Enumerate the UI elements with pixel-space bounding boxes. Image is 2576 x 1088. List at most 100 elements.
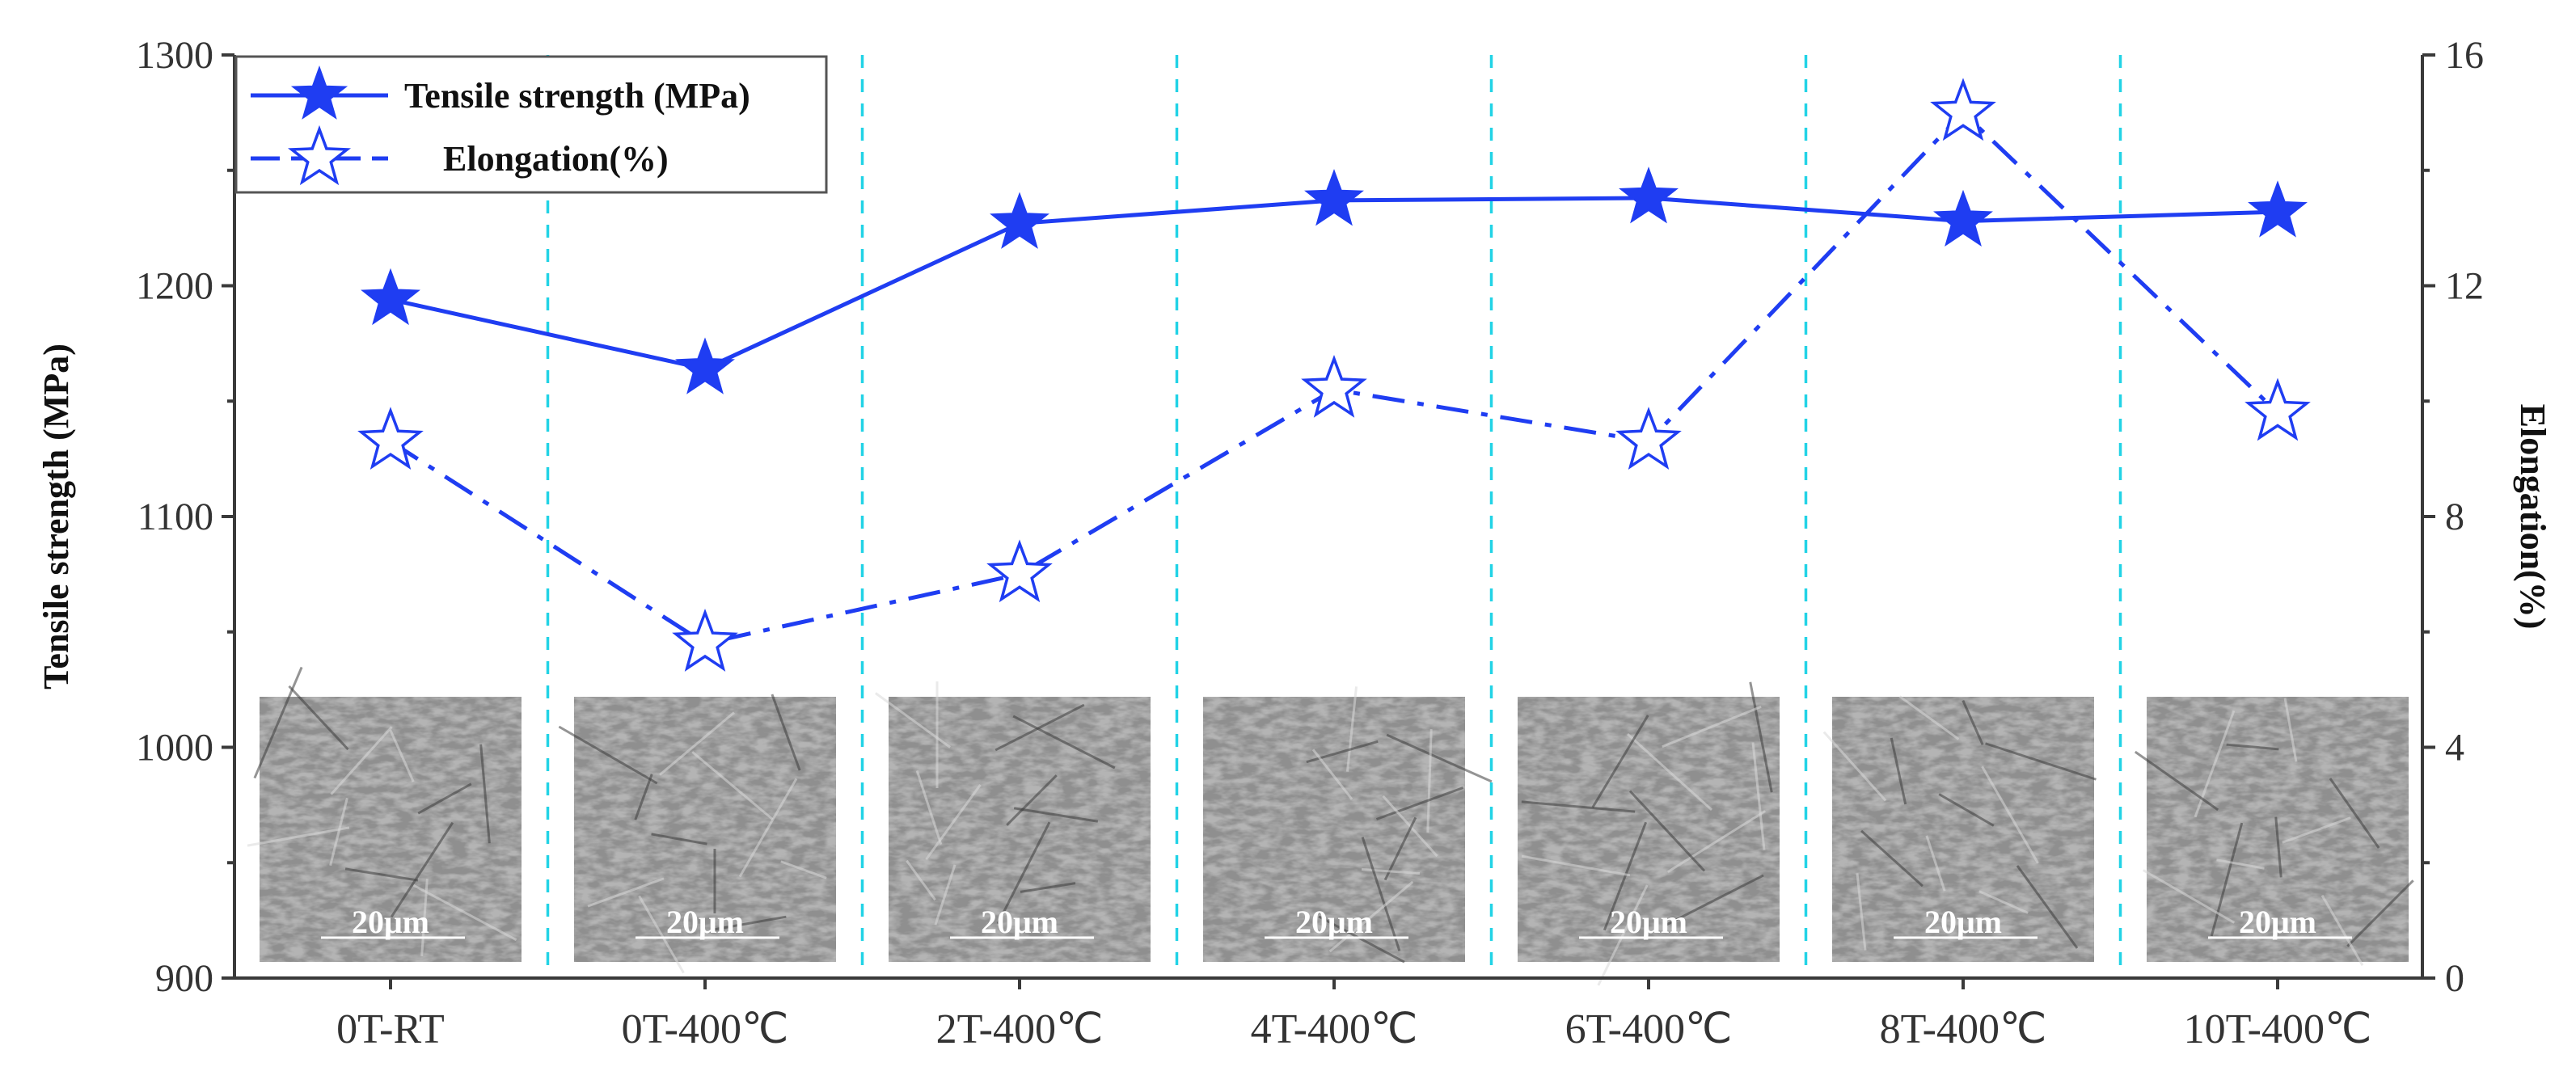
data-point-hollow-star [1301, 355, 1367, 418]
micrograph-lath [1857, 873, 1865, 950]
right-tick-label: 12 [2445, 265, 2484, 308]
micrograph-lath [1362, 837, 1400, 951]
micrograph-7: 20μm [2135, 697, 2413, 965]
micrograph-image [260, 697, 522, 962]
micrograph-lath [1522, 802, 1635, 812]
micrograph-lath [1927, 836, 1945, 891]
right-tick-label: 4 [2445, 727, 2464, 770]
legend-label: Tensile strength (MPa) [404, 76, 750, 116]
micrograph-2: 20μm [559, 694, 836, 973]
micrograph-lath [781, 862, 826, 879]
micrograph-lath [2283, 818, 2351, 843]
micrograph-lath [1861, 831, 1923, 886]
left-tick-label: 1000 [136, 727, 213, 770]
micrograph-lath [247, 828, 349, 846]
micrograph-lath [255, 667, 302, 778]
legend-filled-star-icon [290, 65, 348, 120]
micrograph-lath [1824, 732, 1886, 801]
micrograph-lath [1376, 788, 1463, 820]
legend-label: Elongation(%) [443, 139, 669, 179]
micrograph-image [574, 697, 836, 962]
micrograph-lath [935, 865, 955, 925]
micrograph-lath [1628, 734, 1712, 810]
micrograph-lath [1986, 744, 2097, 779]
data-point-hollow-star [986, 539, 1053, 603]
micrograph-lath [2143, 871, 2235, 923]
micrograph-lath [559, 727, 657, 783]
x-tick-label: 2T-400℃ [936, 1006, 1104, 1052]
micrograph-lath [1330, 882, 1413, 951]
micrograph-lath [1662, 706, 1761, 746]
left-tick-label: 1100 [137, 496, 213, 538]
data-point-filled-star [361, 268, 420, 326]
micrograph-lath [1979, 892, 2028, 913]
data-point-hollow-star [1615, 407, 1682, 470]
micrograph-1: 20μm [247, 667, 522, 962]
micrograph-lath [1598, 885, 1647, 985]
micrograph-lath [2211, 823, 2242, 936]
micrograph-lath [1347, 686, 1356, 771]
micrograph-lath [2227, 744, 2279, 749]
scale-label: 20μm [2239, 904, 2316, 940]
micrograph-lath [998, 822, 1049, 924]
x-tick-label: 6T-400℃ [1565, 1006, 1733, 1052]
data-point-hollow-star [672, 609, 738, 672]
micrograph-lath [2285, 698, 2296, 762]
scale-label: 20μm [352, 904, 429, 940]
micrograph-lath [2322, 896, 2363, 966]
scale-label: 20μm [666, 904, 744, 940]
micrograph-lath [345, 869, 418, 880]
micrograph-lath [1020, 883, 1075, 892]
right-tick-label: 8 [2445, 496, 2464, 538]
micrograph-lath [391, 730, 413, 782]
micrograph-lath [1665, 875, 1763, 926]
micrograph-lath [652, 834, 707, 844]
series-line [390, 196, 2278, 371]
micrograph-lath [1014, 808, 1098, 821]
micrograph-lath [1428, 729, 1431, 833]
x-axis-ticks: 0T-RT 0T-400℃ 2T-400℃ 4T-400℃ 6T-400℃ 8T-400℃… [336, 978, 2371, 1052]
micrograph-lath [1387, 735, 1492, 782]
micrograph-4: 20μm [1203, 686, 1492, 962]
micrograph-lath [1750, 682, 1772, 792]
micrograph-lath [2276, 817, 2282, 878]
data-point-hollow-star [1930, 78, 1996, 141]
micrograph-lath [1307, 741, 1378, 761]
scale-label: 20μm [981, 904, 1058, 940]
series-tensile-strength [361, 167, 2308, 394]
micrograph-lath [1385, 817, 1416, 879]
micrograph-lath [422, 879, 428, 956]
left-tick-label: 1300 [136, 34, 213, 77]
left-axis-ticks: 900 1000 1100 1200 1300 [136, 34, 234, 1000]
data-point-filled-star [2248, 180, 2308, 238]
micrograph-lath [332, 727, 392, 794]
micrograph-lath [740, 778, 796, 876]
micrograph-5: 20μm [1518, 682, 1780, 985]
micrograph-lath [1983, 766, 2038, 863]
data-point-filled-star [1304, 169, 1364, 226]
micrograph-lath [636, 774, 652, 820]
micrograph-lath [1604, 822, 1645, 930]
micrograph-lath [391, 823, 453, 917]
data-point-filled-star [1933, 189, 1993, 247]
micrograph-lath [2135, 752, 2218, 810]
legend-hollow-star-icon [287, 124, 352, 186]
scale-label: 20μm [1295, 904, 1373, 940]
legend: Tensile strength (MPa) Elongation(%) [234, 55, 828, 194]
x-tick-label: 10T-400℃ [2184, 1006, 2372, 1052]
micrograph-lath [2347, 880, 2413, 946]
micrograph-lath [1362, 869, 1420, 873]
micrograph-lath [1939, 795, 1994, 826]
micrograph-image [1203, 697, 1465, 962]
micrograph-lath [331, 798, 348, 865]
right-axis-ticks: 0 4 8 12 16 [2422, 34, 2484, 1000]
micrograph-lath [995, 705, 1084, 750]
x-tick-label: 8T-400℃ [1880, 1006, 2047, 1052]
micrograph-lath [1522, 856, 1630, 875]
right-tick-label: 16 [2445, 34, 2484, 77]
right-axis-title: Elongation(%) [2513, 404, 2553, 630]
micrograph-lath [418, 784, 471, 813]
micrograph-lath [1963, 701, 1983, 745]
micrograph-3: 20μm [876, 681, 1151, 962]
